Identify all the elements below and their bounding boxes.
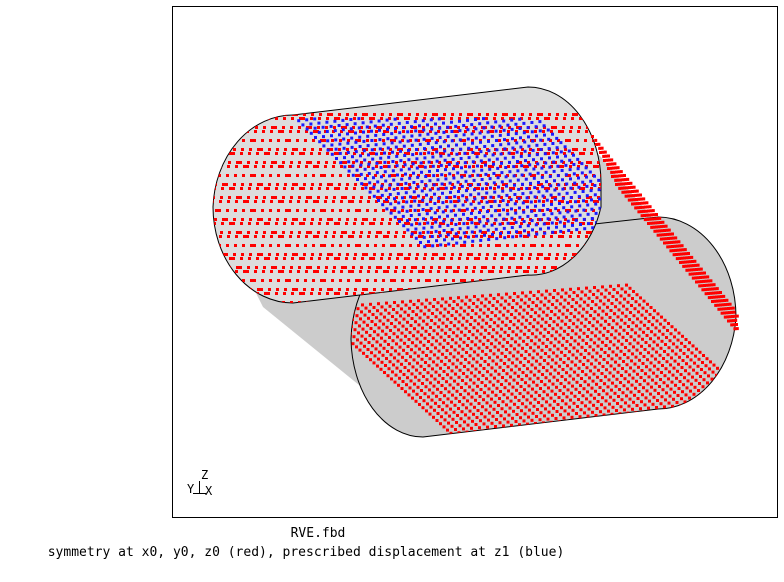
prescribed-displacement-node-set [297,117,601,249]
axis-base [193,493,206,494]
view-caption: symmetry at x0, y0, z0 (red), prescribed… [47,545,565,560]
symmetry-node-set-back [351,283,736,435]
graphics-viewport[interactable]: Z Y X [172,6,778,518]
rve-model-render [212,86,739,438]
axis-stem [199,481,200,494]
file-name-label: RVE.fbd [290,526,346,541]
symmetry-node-set-side [591,135,739,331]
axis-y-label: Y [187,482,195,496]
axis-z-label: Z [201,468,209,482]
axis-x-label: X [205,484,213,498]
axis-triad: Z Y X [187,469,221,497]
